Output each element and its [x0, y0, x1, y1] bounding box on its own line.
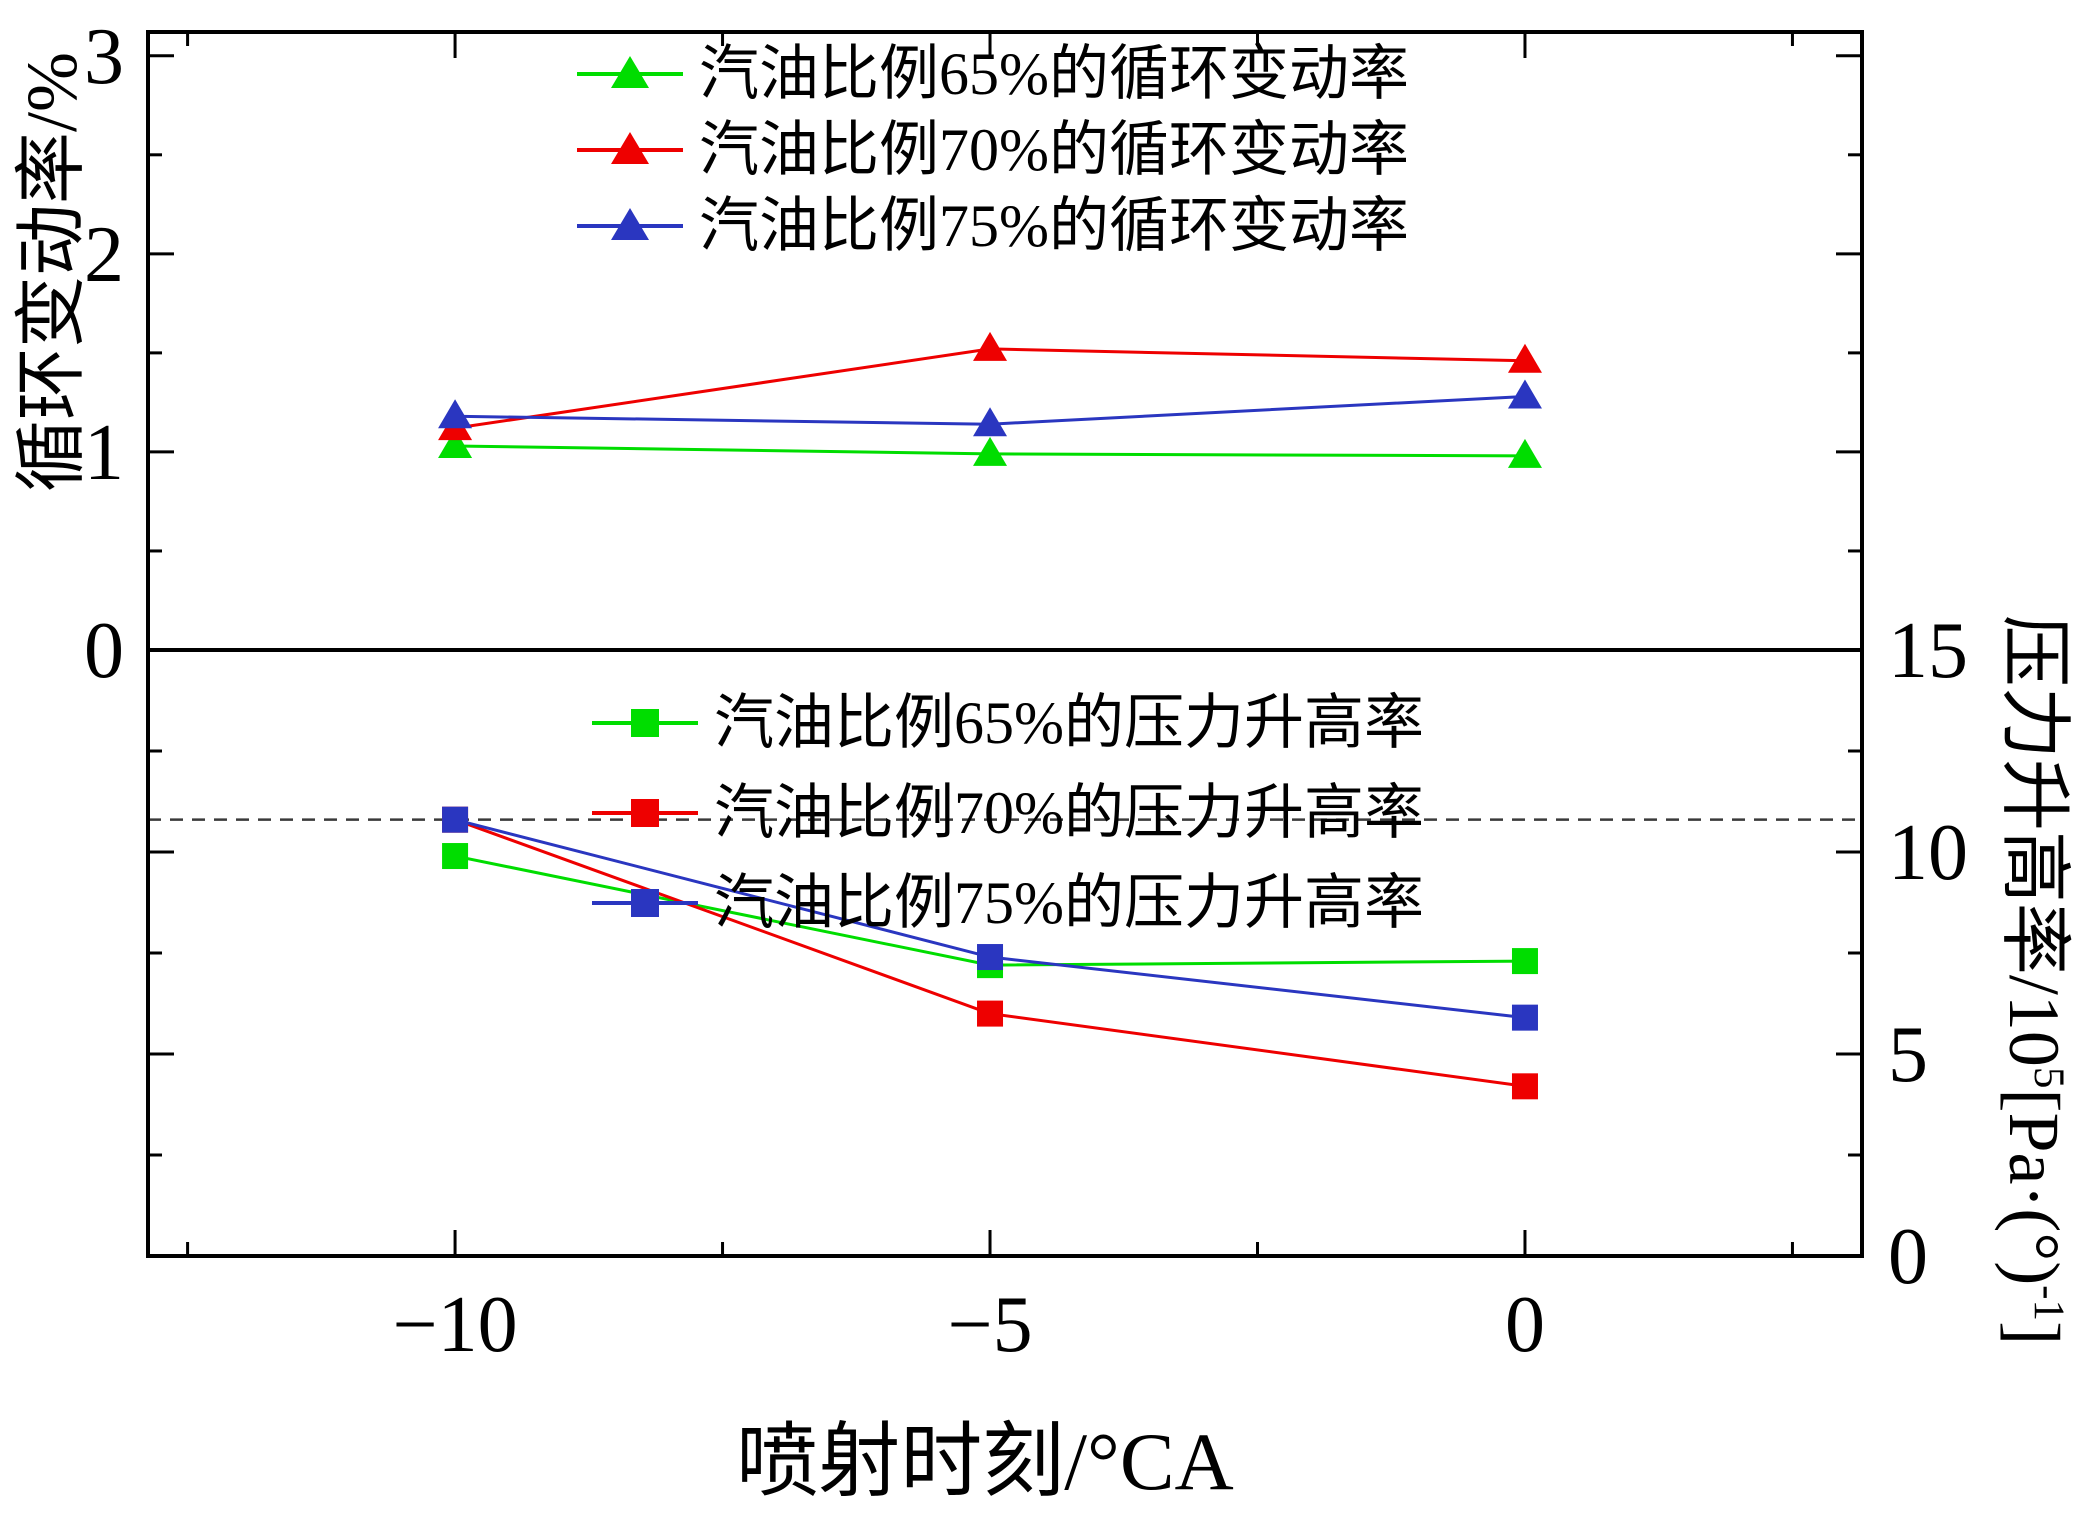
right-axis-title-text: 压力升高率/10: [1994, 614, 2074, 1067]
legend-line-triangle-icon: [577, 56, 683, 88]
legend-item-cov-65: 汽油比例65%的循环变动率: [575, 36, 1409, 112]
x-axis-title: 喷射时刻/°CA: [736, 1416, 1234, 1507]
data-point-marker: [442, 843, 469, 870]
right-y-axis-title: 压力升高率/105[Pa·(°)-1]: [1994, 615, 2074, 1345]
right-tick-label: 0: [1888, 1213, 1928, 1301]
right-tick-label: 10: [1888, 809, 1968, 897]
legend-line-triangle-icon: [577, 132, 683, 164]
data-point-marker: [1511, 948, 1538, 975]
data-point-marker: [1511, 1004, 1538, 1031]
x-tick-label: 0: [1505, 1281, 1545, 1369]
legend-item-prr-75: 汽油比例75%的压力升高率: [590, 858, 1424, 948]
data-point-marker: [442, 806, 469, 833]
right-tick-label: 5: [1888, 1011, 1928, 1099]
legend-line-triangle-icon: [577, 208, 683, 240]
right-tick-label: 15: [1888, 607, 1968, 695]
left-tick-label: 2: [84, 211, 124, 299]
legend-label: 汽油比例75%的压力升高率: [714, 870, 1424, 936]
data-point-marker: [973, 331, 1008, 361]
data-point-marker: [973, 436, 1008, 466]
data-point-marker: [977, 1000, 1004, 1027]
legend-label: 汽油比例75%的循环变动率: [699, 193, 1409, 259]
data-point-marker: [977, 944, 1004, 971]
legend-item-prr-65: 汽油比例65%的压力升高率: [590, 678, 1424, 768]
legend-item-prr-70: 汽油比例70%的压力升高率: [590, 768, 1424, 858]
data-point-marker: [438, 399, 473, 429]
left-y-axis-title: 循环变动率/%: [12, 52, 92, 492]
legend-bottom: 汽油比例65%的压力升高率 汽油比例70%的压力升高率 汽油比例75%的压力升高…: [590, 678, 1424, 948]
right-axis-title-sup-neg1: -1: [2025, 1285, 2072, 1322]
right-axis-title-bracket: ]: [1994, 1321, 2074, 1346]
legend-line-square-icon: [592, 889, 698, 917]
legend-label: 汽油比例65%的压力升高率: [714, 690, 1424, 756]
legend-label: 汽油比例65%的循环变动率: [699, 41, 1409, 107]
legend-label: 汽油比例70%的循环变动率: [699, 117, 1409, 183]
legend-line-square-icon: [592, 709, 698, 737]
x-tick-label: −10: [393, 1281, 518, 1369]
data-point-marker: [438, 428, 473, 458]
plot-frame: [146, 30, 1864, 1258]
legend-label: 汽油比例70%的压力升高率: [714, 780, 1424, 846]
data-point-marker: [973, 407, 1008, 437]
data-point-marker: [1507, 438, 1542, 468]
left-tick-label: 0: [84, 607, 124, 695]
legend-item-cov-75: 汽油比例75%的循环变动率: [575, 188, 1409, 264]
data-point-marker: [1511, 1073, 1538, 1100]
legend-item-cov-70: 汽油比例70%的循环变动率: [575, 112, 1409, 188]
legend-line-square-icon: [592, 799, 698, 827]
data-point-marker: [1507, 379, 1542, 409]
left-tick-label: 3: [84, 13, 124, 101]
legend-top: 汽油比例65%的循环变动率 汽油比例70%的循环变动率 汽油比例75%的循环变动…: [575, 36, 1409, 264]
left-tick-label: 1: [84, 409, 124, 497]
right-axis-title-sup5: 5: [2025, 1066, 2072, 1089]
x-tick-label: −5: [947, 1281, 1032, 1369]
right-axis-title-unit: [Pa·(°): [1994, 1088, 2074, 1286]
data-point-marker: [1507, 343, 1542, 373]
